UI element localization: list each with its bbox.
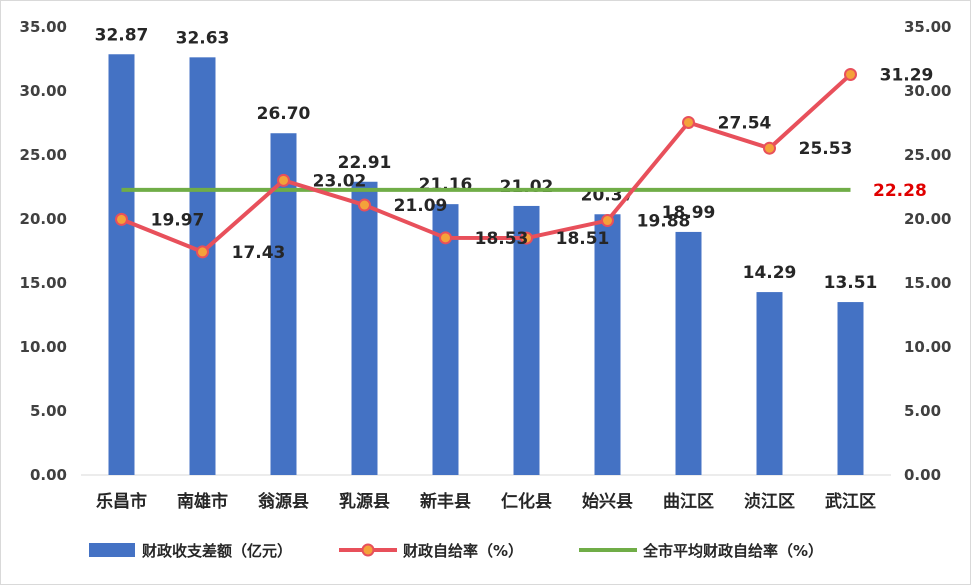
ratio-marker xyxy=(682,115,695,129)
ratio-line xyxy=(120,73,852,254)
average-line-series: 22.28 xyxy=(121,181,927,201)
legend: 财政收支差额（亿元） 财政自给率（%） 全市平均财政自给率（%） xyxy=(89,542,823,560)
bar xyxy=(675,231,702,475)
y2-tick-label: 35.00 xyxy=(904,18,951,36)
bar-value-label: 21.16 xyxy=(419,175,473,195)
bar-value-label: 14.29 xyxy=(743,263,797,283)
category-labels: 乐昌市 南雄市 翁源县 乳源县 新丰县 仁化县 始兴县 曲江区 浈江区 武江区 xyxy=(96,491,876,512)
category-label: 武江区 xyxy=(825,491,876,512)
y2-tick-label: 30.00 xyxy=(904,82,951,100)
y2-tick-label: 15.00 xyxy=(904,274,951,292)
ratio-marker xyxy=(115,212,128,226)
ratio-value-label: 27.54 xyxy=(718,113,772,133)
legend-ratio-label: 财政自给率（%） xyxy=(403,542,523,560)
category-label: 新丰县 xyxy=(420,491,471,512)
category-label: 浈江区 xyxy=(744,491,795,512)
ratio-data-labels: 19.97 17.43 23.02 21.09 18.53 18.51 19.88 27.54… xyxy=(151,65,934,262)
bar-value-label: 13.51 xyxy=(824,273,878,293)
category-label: 始兴县 xyxy=(582,491,633,512)
y-tick-label: 15.00 xyxy=(20,274,67,292)
ratio-marker xyxy=(439,231,452,245)
y2-tick-label: 20.00 xyxy=(904,210,951,228)
bar-value-label: 22.91 xyxy=(338,153,392,173)
ratio-marker xyxy=(277,173,290,187)
y-tick-label: 5.00 xyxy=(30,402,67,420)
bar xyxy=(189,57,216,475)
legend-average-label: 全市平均财政自给率（%） xyxy=(642,542,823,560)
y-tick-label: 20.00 xyxy=(20,210,67,228)
ratio-marker xyxy=(844,67,857,81)
bar-value-label: 21.02 xyxy=(500,177,554,197)
y-tick-label: 30.00 xyxy=(20,82,67,100)
average-value-label: 22.28 xyxy=(873,181,927,201)
ratio-marker xyxy=(520,231,533,245)
bar-value-label: 32.63 xyxy=(176,28,230,48)
y2-tick-label: 10.00 xyxy=(904,338,951,356)
legend-bar-label: 财政收支差额（亿元） xyxy=(142,542,292,560)
ratio-value-label: 31.29 xyxy=(880,65,934,85)
category-label: 仁化县 xyxy=(501,491,552,512)
bar xyxy=(513,205,540,475)
bar xyxy=(837,302,864,475)
category-label: 翁源县 xyxy=(258,491,309,512)
ratio-marker xyxy=(358,198,371,212)
y-tick-label: 35.00 xyxy=(20,18,67,36)
ratio-marker xyxy=(763,141,776,155)
ratio-value-label: 18.53 xyxy=(475,229,529,249)
legend-ratio-marker xyxy=(361,543,375,557)
ratio-line-series xyxy=(115,67,857,259)
ratio-marker xyxy=(601,214,614,228)
bar xyxy=(351,181,378,475)
legend-bar-swatch xyxy=(89,543,135,557)
category-label: 乐昌市 xyxy=(96,491,147,512)
ratio-value-label: 19.97 xyxy=(151,210,205,230)
ratio-value-label: 19.88 xyxy=(637,212,691,232)
y-tick-label: 25.00 xyxy=(20,146,67,164)
y-tick-label: 0.00 xyxy=(30,466,67,484)
right-axis-ticks: 0.00 5.00 10.00 15.00 20.00 25.00 30.00 35.00 xyxy=(904,18,951,484)
ratio-marker xyxy=(196,245,209,259)
category-label: 乳源县 xyxy=(339,491,390,512)
bar-series xyxy=(108,54,864,476)
bar xyxy=(594,214,621,476)
bar xyxy=(756,292,783,475)
ratio-value-label: 18.51 xyxy=(556,229,610,249)
category-label: 南雄市 xyxy=(177,491,228,512)
ratio-value-label: 23.02 xyxy=(313,171,367,191)
ratio-value-label: 25.53 xyxy=(799,139,853,159)
bar-value-label: 18.99 xyxy=(662,203,716,223)
ratio-value-label: 17.43 xyxy=(232,243,286,263)
y2-tick-label: 25.00 xyxy=(904,146,951,164)
left-axis-ticks: 0.00 5.00 10.00 15.00 20.00 25.00 30.00 35.00 xyxy=(20,18,67,484)
bar xyxy=(108,54,135,475)
category-label: 曲江区 xyxy=(663,492,714,512)
ratio-value-label: 21.09 xyxy=(394,196,448,216)
y-tick-label: 10.00 xyxy=(20,338,67,356)
bar-value-label: 26.70 xyxy=(257,104,311,124)
bar xyxy=(432,204,459,476)
y2-tick-label: 5.00 xyxy=(904,402,941,420)
bar-value-label: 32.87 xyxy=(95,25,149,45)
y2-tick-label: 0.00 xyxy=(904,466,941,484)
